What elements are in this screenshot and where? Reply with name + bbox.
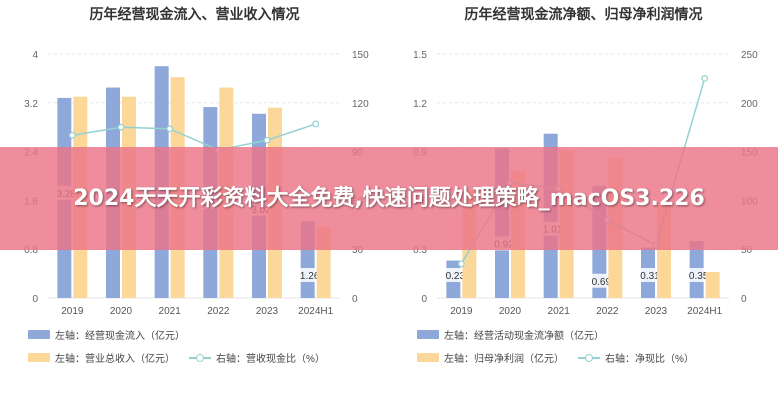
data-label-bg [443,268,468,282]
line-point [117,123,125,131]
series-line [72,123,316,151]
left-axis-tick-label: 3.2 [24,99,38,110]
legend-item[interactable]: 左轴：经营现金流入（亿元） [28,327,185,342]
x-axis-tick-label: 2024H1 [298,306,333,317]
legend-label: 左轴：经营现金流入（亿元） [55,331,185,342]
left-axis-tick-label: 4 [32,50,38,61]
left-axis-tick-label: 0.8 [24,245,38,256]
right-axis-tick-label: 120 [352,99,369,110]
line-point [457,260,465,268]
legend-label: 右轴：净现比（%） [605,354,694,365]
right-axis-tick-label: 30 [352,245,364,256]
legend-label: 右轴：营收现金比（%） [216,354,325,365]
left-axis-tick-label: 1.5 [413,50,427,61]
overlay-banner: 2024天天开彩资料大全免费,快速问题处理策略_macOS3.226 [0,147,778,250]
legend-row-2: 左轴：营业总收入（亿元） 右轴：营收现金比（%） [28,350,339,365]
right-axis-tick-label: 0 [741,294,747,305]
legend-item[interactable]: 左轴：营业总收入（亿元） [28,350,175,365]
line-point [263,136,271,144]
x-axis-tick-label: 2020 [110,306,133,317]
legend-line-swatch [189,353,211,363]
x-axis-tick-label: 2023 [256,306,279,317]
data-label: 0.31 [640,271,660,282]
data-label-bg [686,268,711,282]
bar [705,271,720,298]
x-axis-tick-label: 2022 [207,306,230,317]
data-label-bg [589,273,614,288]
legend-swatch-blue [417,330,439,339]
right-axis-tick-label: 250 [741,50,758,61]
line-point [312,120,320,128]
legend-label: 左轴：经营活动现金流净额（亿元） [444,331,604,342]
data-label: 0.23 [446,271,466,282]
legend-swatch-yellow [28,353,50,362]
chart-title: 历年经营现金流入、营业收入情况 [89,6,300,22]
legend-row-1: 左轴：经营活动现金流净额（亿元） [417,327,618,342]
right-axis-tick-label: 150 [352,50,369,61]
line-point [701,75,709,82]
right-axis-tick-label: 50 [741,245,753,256]
x-axis-tick-label: 2021 [548,306,571,317]
data-label: 1.26 [300,271,320,282]
legend-row-1: 左轴：经营现金流入（亿元） [28,327,199,342]
x-axis-tick-label: 2021 [159,306,182,317]
legend-label: 左轴：营业总收入（亿元） [55,354,175,365]
legend-item[interactable]: 左轴：经营活动现金流净额（亿元） [417,327,604,342]
x-axis-tick-label: 2024H1 [687,306,722,317]
data-label-bg [297,268,322,282]
legend-item[interactable]: 右轴：净现比（%） [578,350,694,365]
right-axis-tick-label: 0 [352,294,358,305]
left-axis-tick-label: 1.2 [413,99,427,110]
data-label: 0.69 [592,277,612,288]
overlay-headline: 2024天天开彩资料大全免费,快速问题处理策略_macOS3.226 [73,185,705,211]
left-axis-tick-label: 0 [421,294,427,305]
x-axis-tick-label: 2019 [450,306,473,317]
chart-title: 历年经营现金流净额、归母净利润情况 [464,6,703,22]
x-axis-tick-label: 2022 [596,306,619,317]
legend-line-swatch [578,353,600,363]
data-label-bg [638,268,662,282]
data-label: 0.35 [689,271,709,282]
legend-label: 左轴：归母净利润（亿元） [444,354,564,365]
left-axis-tick-label: 0.3 [413,245,427,256]
x-axis-tick-label: 2019 [61,306,84,317]
legend-swatch-yellow [417,353,439,362]
right-axis-tick-label: 200 [741,99,758,110]
line-point [68,131,76,139]
legend-item[interactable]: 右轴：营收现金比（%） [189,350,325,365]
legend-item[interactable]: 左轴：归母净利润（亿元） [417,350,564,365]
x-axis-tick-label: 2020 [499,306,522,317]
left-axis-tick-label: 0 [32,294,38,305]
x-axis-tick-label: 2023 [645,306,668,317]
legend-swatch-blue [28,330,50,339]
line-point [166,125,174,133]
legend-row-2: 左轴：归母净利润（亿元） 右轴：净现比（%） [417,350,708,365]
